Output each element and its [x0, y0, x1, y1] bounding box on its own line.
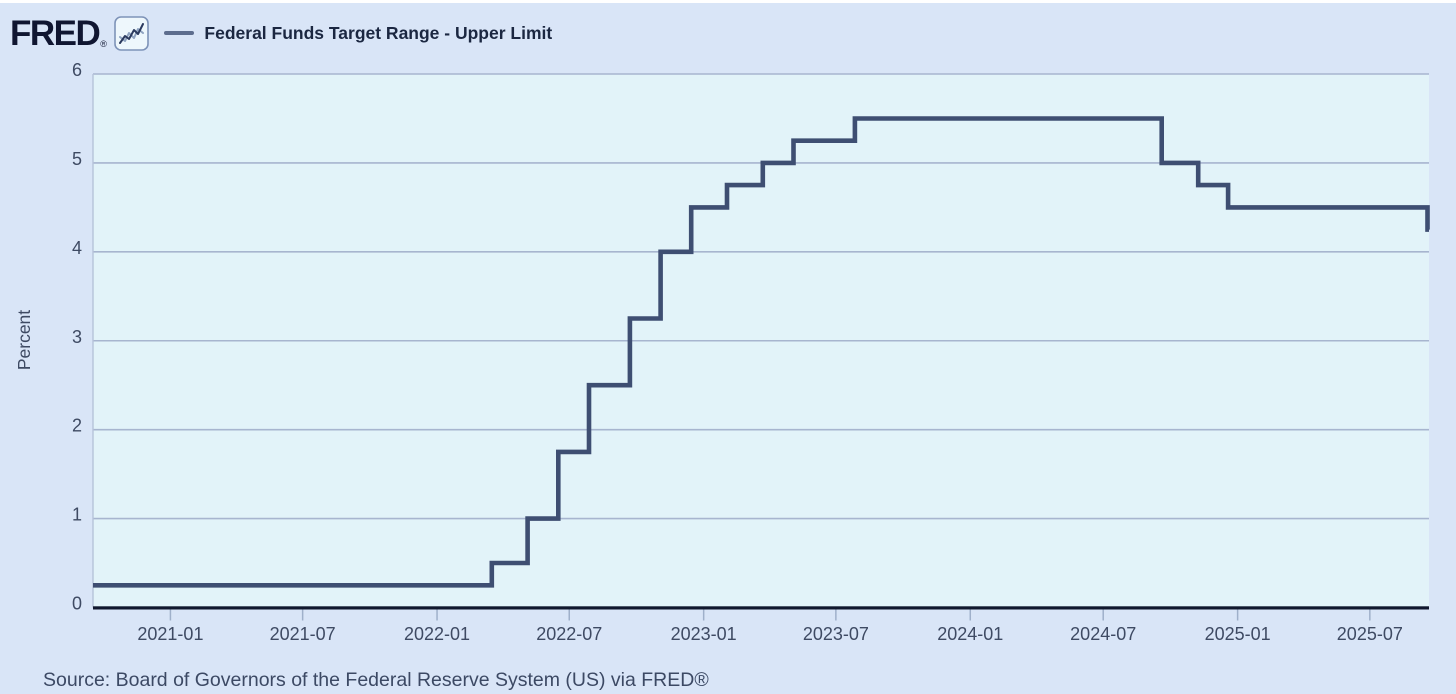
y-tick-label: 6: [72, 60, 82, 80]
x-tick-label: 2025-07: [1337, 624, 1403, 644]
x-tick-label: 2023-07: [803, 624, 869, 644]
chart-header: FRED ® Federal Funds Target Range - Upper…: [10, 13, 552, 53]
y-axis-title: Percent: [14, 310, 34, 370]
x-tick-label: 2021-07: [270, 624, 336, 644]
fred-logo-text: FRED: [10, 13, 101, 53]
rate-chart[interactable]: 2021-01 2021-07 2022-01 2022-07 2023-01 2023-…: [0, 0, 1456, 660]
x-tick-label: 2024-07: [1070, 624, 1136, 644]
registered-mark: ®: [100, 38, 107, 49]
legend-series-label[interactable]: Federal Funds Target Range - Upper Limit: [204, 22, 553, 43]
top-border: [0, 0, 1456, 3]
x-axis-line: [93, 606, 1429, 610]
fred-logo[interactable]: FRED ®: [10, 13, 107, 53]
y-tick-label: 3: [72, 327, 82, 347]
x-tick-label: 2023-01: [671, 624, 737, 644]
y-tick-label: 5: [72, 149, 82, 169]
x-tick-label: 2022-07: [536, 624, 602, 644]
x-tick-label: 2024-01: [937, 624, 1003, 644]
legend-line-swatch: [164, 30, 195, 36]
series-line[interactable]: [93, 116, 1430, 588]
source-attribution: Source: Board of Governors of the Federa…: [43, 669, 709, 691]
x-tick-label: 2022-01: [404, 624, 470, 644]
x-tick-label: 2025-01: [1205, 624, 1271, 644]
y-tick-label: 1: [72, 505, 82, 525]
x-tick-label: 2021-01: [137, 624, 203, 644]
y-tick-label: 2: [72, 416, 82, 436]
y-tick-label: 0: [72, 594, 82, 614]
y-tick-label: 4: [72, 238, 82, 258]
sparkline-chart-icon: [114, 15, 150, 51]
legend: Federal Funds Target Range - Upper Limit: [164, 23, 552, 44]
